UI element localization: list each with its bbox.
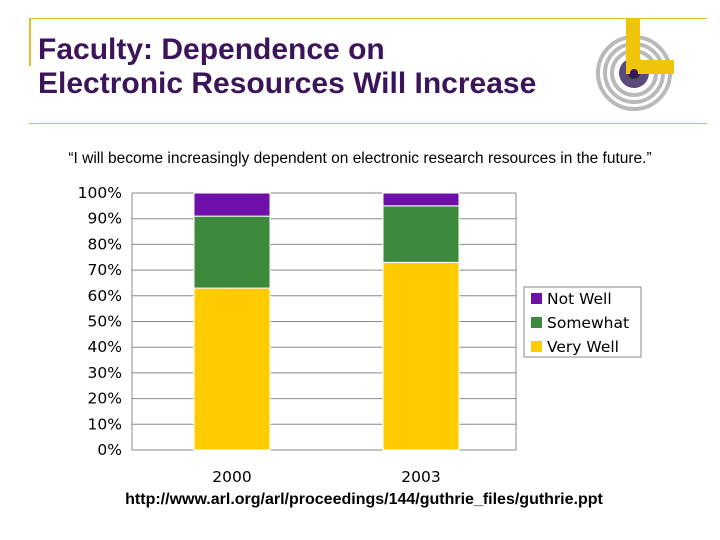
header-left-rule [29,18,31,66]
y-tick-label: 80% [88,235,122,253]
bar-segment-somewhat-2000 [193,215,271,289]
y-tick-label: 60% [88,287,122,305]
legend-label: Somewhat [547,314,629,332]
y-tick-label: 30% [88,364,122,382]
legend-swatch [531,341,542,352]
y-tick-label: 20% [88,390,122,408]
bar-segment-not-well-2000 [193,192,271,217]
bar-segment-somewhat-2003 [382,205,460,263]
y-tick-label: 50% [88,313,122,331]
header-top-rule [29,18,707,19]
bar-segment-very-well-2003 [382,261,460,451]
legend: Not Well Somewhat Very Well [523,286,642,358]
y-tick-label: 40% [88,338,122,356]
y-axis: 0% 10% 20% 30% 40% 50% 60% 70% 80% 90% 100% [78,184,517,459]
y-tick-label: 90% [88,210,122,228]
source-url: http://www.arl.org/arl/proceedings/144/g… [125,491,603,508]
y-tick-label: 100% [78,184,122,202]
slide-title: Faculty: Dependence on Electronic Resour… [38,33,536,101]
x-category-label: 2003 [401,468,440,486]
legend-label: Very Well [547,338,619,356]
y-tick-label: 70% [88,261,122,279]
legend-swatch [531,293,542,304]
bars [193,192,460,451]
legend-label: Not Well [547,290,612,308]
slide-title-line1: Faculty: Dependence on [38,33,385,66]
library-logo-icon [596,18,674,111]
bar-segment-not-well-2003 [382,192,460,207]
survey-question: “I will become increasingly dependent on… [68,150,652,167]
y-tick-label: 0% [97,441,122,459]
header-bottom-rule [29,123,707,124]
slide-title-line2: Electronic Resources Will Increase [38,67,537,100]
legend-box [523,286,642,358]
x-category-label: 2000 [212,468,251,486]
bar-segment-very-well-2000 [193,287,271,451]
y-tick-label: 10% [88,415,122,433]
x-axis-labels: 2000 2003 [212,468,440,486]
legend-swatch [531,317,542,328]
